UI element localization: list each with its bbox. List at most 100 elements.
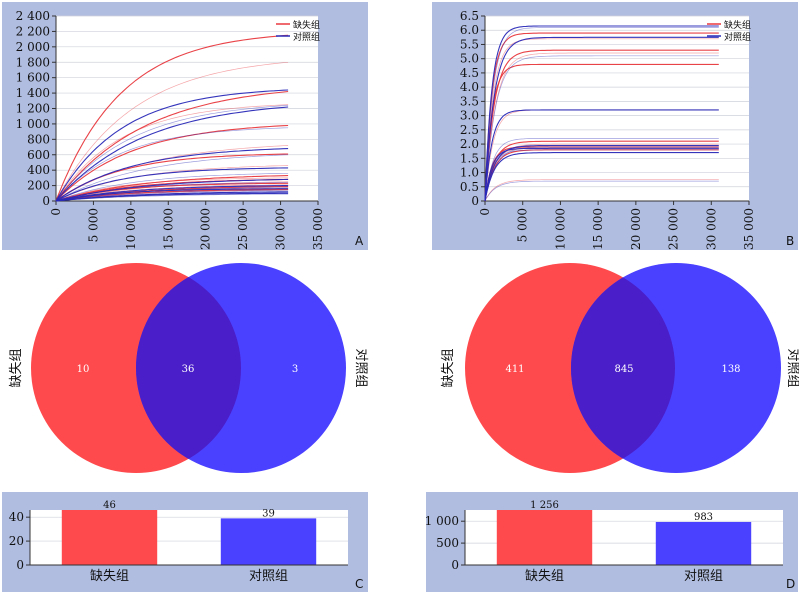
a-xtick-label: 10 000 [124, 208, 138, 250]
a-series-line-missing [55, 124, 289, 202]
a-series-line-control [55, 178, 289, 202]
d-left-only-count: 411 [505, 364, 524, 375]
d-bar-category-label: 对照组 [684, 569, 723, 584]
a-series-line-control [55, 148, 289, 202]
c-bar-category-label: 缺失组 [90, 569, 129, 584]
b-xtick-label: 20 000 [629, 208, 643, 250]
c-left-group-label: 缺失组 [9, 348, 24, 387]
c-venn: 10 36 3 缺失组 对照组 [9, 263, 368, 473]
b-ytick-label: 6.0 [460, 23, 479, 37]
b-series-line-control [484, 144, 719, 202]
b-series-line-control [484, 147, 719, 202]
c-panel-label: C [355, 577, 363, 591]
a-xtick-label: 0 [49, 208, 63, 216]
b-chart: 00.51.01.52.02.53.03.54.04.55.05.56.06.5… [460, 9, 794, 250]
c-bar-value-label: 46 [103, 500, 116, 511]
b-xtick-label: 0 [478, 208, 492, 216]
c-left-only-count: 10 [77, 364, 90, 375]
b-ytick-label: 0.5 [460, 180, 479, 194]
b-series-line-missing [484, 38, 719, 202]
d-right-group-label: 对照组 [785, 348, 799, 387]
a-ytick-label: 1 400 [16, 86, 50, 100]
c-bar-ytick-label: 20 [9, 534, 24, 548]
b-series-line-control [484, 152, 719, 202]
b-plot-area [485, 16, 749, 201]
b-series-line-control [484, 109, 719, 202]
c-bar-category-label: 对照组 [249, 569, 288, 584]
a-xtick-label: 35 000 [311, 208, 325, 250]
a-series-line-control [55, 154, 289, 202]
b-ytick-label: 4.5 [460, 66, 479, 80]
b-series-line-missing [484, 63, 719, 202]
d-bar-value-label: 983 [694, 512, 713, 523]
b-ytick-label: 1.0 [460, 166, 479, 180]
b-xtick-label: 5 000 [516, 208, 530, 242]
a-ytick-label: 2 200 [16, 24, 50, 38]
a-series-line-missing [55, 104, 289, 202]
d-bar [496, 510, 593, 565]
c-bar [61, 510, 158, 565]
b-series-line-missing [484, 179, 719, 202]
a-xtick-label: 5 000 [86, 208, 100, 242]
d-venn-overlap [571, 263, 675, 473]
b-series-line-control [484, 36, 719, 202]
b-ytick-label: 3.0 [460, 109, 479, 123]
a-ytick-label: 1 600 [16, 71, 50, 85]
b-ytick-label: 2.5 [460, 123, 479, 137]
a-ytick-label: 1 200 [16, 102, 50, 116]
c-intersection-count: 36 [182, 364, 195, 375]
c-venn-overlap [136, 263, 241, 473]
a-ytick-label: 1 800 [16, 55, 50, 69]
a-ytick-label: 2 000 [16, 40, 50, 54]
b-series-line-control [484, 27, 719, 202]
b-xtick-label: 15 000 [591, 208, 605, 250]
b-ytick-label: 5.0 [460, 52, 479, 66]
a-series-line-missing [55, 34, 289, 202]
b-ytick-label: 4.0 [460, 80, 479, 94]
a-ytick-label: 1 000 [16, 117, 50, 131]
c-right-group-label: 对照组 [353, 348, 368, 387]
a-xtick-label: 30 000 [274, 208, 288, 250]
b-xtick-label: 25 000 [667, 208, 681, 250]
a-series-line-control [55, 167, 289, 202]
b-series-line-control [484, 180, 719, 202]
d-bar-ytick-label: 0 [451, 558, 459, 572]
a-xtick-label: 20 000 [199, 208, 213, 250]
a-series-line-control [55, 172, 289, 202]
b-series-line-missing [484, 149, 719, 202]
b-series-line-control [484, 146, 719, 202]
b-series-line-missing [484, 52, 719, 202]
d-bar-chart: 0 500 1 000 1 256 缺失组 983 对照组 D [425, 500, 796, 591]
c-bar-ytick-label: 0 [16, 558, 24, 572]
d-bar-ytick-label: 500 [436, 536, 459, 550]
b-panel-label: B [786, 234, 794, 248]
b-ytick-label: 1.5 [460, 151, 479, 165]
d-venn: 411 845 138 缺失组 对照组 [441, 263, 799, 473]
d-left-group-label: 缺失组 [441, 348, 456, 387]
b-series-line-missing [484, 32, 719, 202]
d-panel-label: D [786, 577, 795, 591]
b-series-line-control [484, 25, 719, 202]
c-bar-ytick-label: 40 [9, 510, 24, 524]
a-xtick-label: 25 000 [236, 208, 250, 250]
d-right-only-count: 138 [721, 364, 740, 375]
a-series-line-missing [55, 90, 289, 202]
a-ytick-label: 600 [27, 148, 50, 162]
d-bar-category-label: 缺失组 [525, 569, 564, 584]
d-intersection-count: 845 [614, 364, 633, 375]
d-bar-value-label: 1 256 [530, 500, 559, 511]
a-series-line-missing [55, 61, 289, 202]
c-bar-value-label: 39 [262, 508, 275, 519]
a-series-line-control [56, 188, 289, 202]
b-series-line-control [484, 149, 719, 202]
a-ytick-label: 400 [27, 163, 50, 177]
a-ytick-label: 800 [27, 132, 50, 146]
a-series-line-control [55, 105, 289, 202]
b-ytick-label: 2.0 [460, 137, 479, 151]
b-ytick-label: 6.5 [460, 9, 479, 23]
b-legend-label: 缺失组 [724, 19, 751, 31]
b-ytick-label: 5.5 [460, 37, 479, 51]
d-bar [655, 521, 752, 565]
